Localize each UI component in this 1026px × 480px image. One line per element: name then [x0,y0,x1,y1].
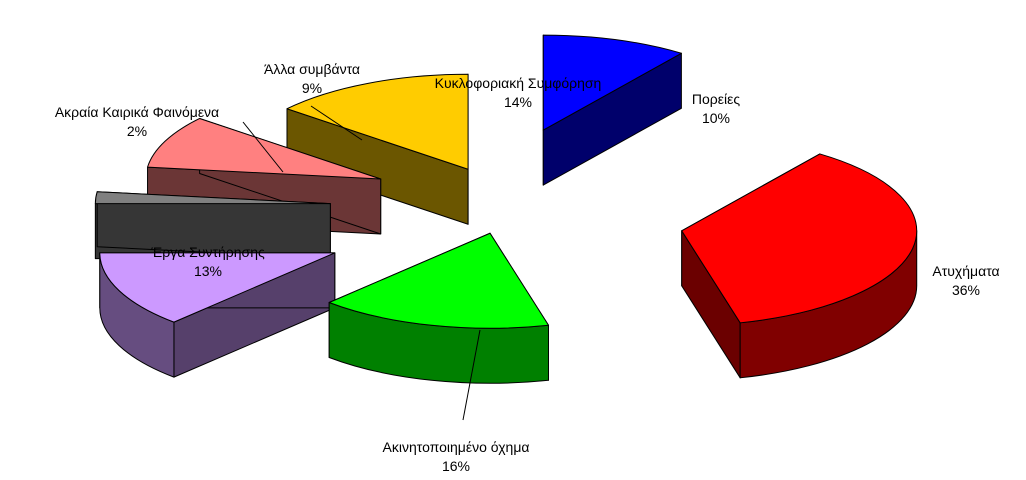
slice-4-group [99,252,336,378]
slice-1-top [542,34,682,131]
slice-label-text: Ακινητοποιημένο όχημα [382,439,530,455]
leader-line-6 [310,105,363,141]
slice-5-top [94,191,331,205]
slice-7-top [286,73,469,170]
slice-label-6: Άλλα συμβάντα 9% [182,60,442,98]
slice-value-label: 14% [503,94,533,110]
slice-label-3: Ακινητοποιημένο όχημα 16% [326,438,586,476]
leader-line-5 [242,121,284,173]
slice-2-group [681,153,918,379]
slice-label-2: Ατυχήματα 36% [836,262,1026,300]
slice-3-top [328,232,549,329]
slice-label-text: Έργα Συντήρησης [151,244,265,260]
slice-7-group [286,73,469,225]
slice-label-text: Πορείες [691,91,741,107]
slice-1-group [542,34,682,186]
slice-label-5: Ακραία Καιρικά Φαινόμενα 2% [7,103,267,141]
slice-value-label: 36% [951,282,981,298]
slice-4-top [99,252,336,323]
slice-label-text: Ακραία Καιρικά Φαινόμενα [54,104,220,120]
slice-value-label: 10% [701,110,731,126]
slice-5-group [94,191,331,260]
slice-value-label: 13% [193,263,223,279]
slice-value-label: 2% [126,123,148,139]
slice-3-group [328,232,549,384]
slice-value-label: 9% [301,80,323,96]
slice-2-top [681,153,918,324]
slice-label-4: Έργα Συντήρησης 13% [78,243,338,281]
slice-label-text: Κυκλοφοριακή Συμφόρηση [434,75,602,91]
leader-line-3 [462,329,481,421]
slice-value-label: 16% [441,458,471,474]
slice-label-1: Πορείες 10% [586,90,846,128]
slice-label-7: Κυκλοφοριακή Συμφόρηση 14% [388,74,648,112]
slice-label-text: Άλλα συμβάντα [263,61,361,77]
slice-label-text: Ατυχήματα [932,263,1000,279]
